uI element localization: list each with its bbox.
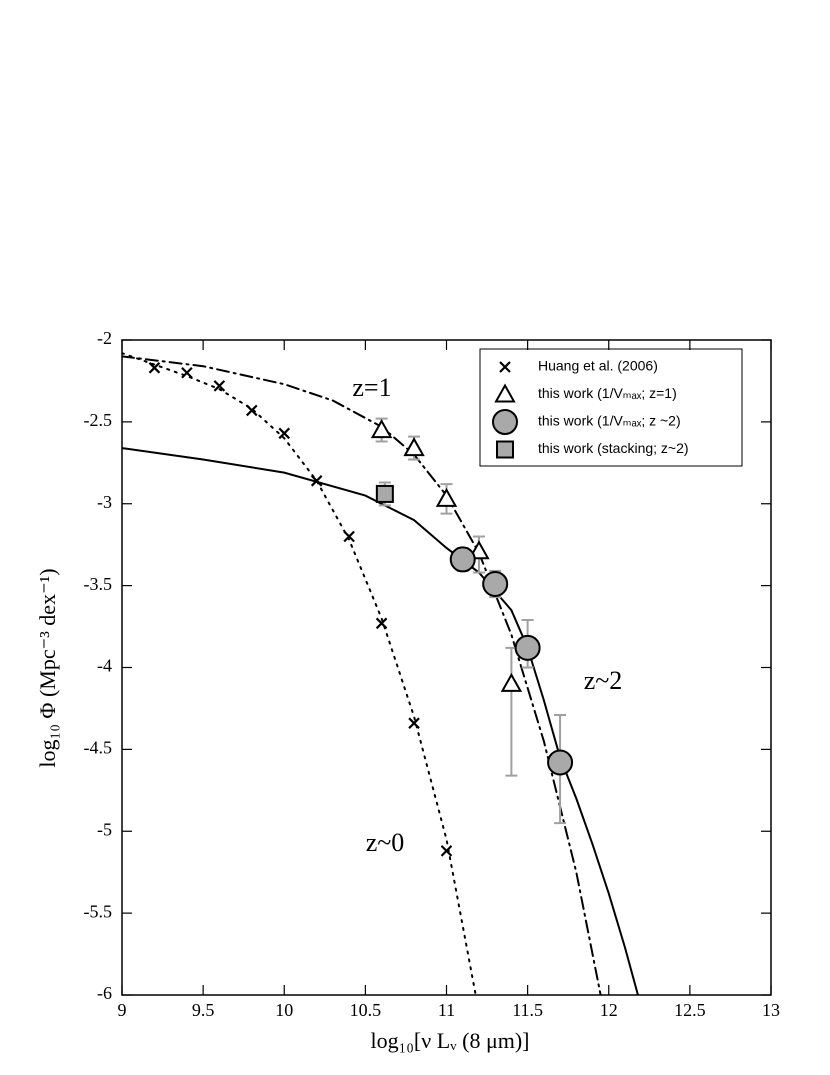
cross-marker	[440, 845, 453, 857]
y-tick-label: -3	[97, 492, 112, 512]
y-axis-label: log₁₀ Φ (Mpc⁻³ dex⁻¹)	[35, 568, 60, 767]
x-tick-label: 9	[118, 1000, 127, 1020]
square-marker	[375, 484, 394, 503]
y-tick-label: -4	[97, 656, 112, 676]
y-tick-label: -2	[97, 328, 112, 348]
error-bar	[505, 646, 518, 777]
annotation: z~0	[366, 828, 405, 857]
triangle-marker	[435, 487, 458, 507]
circle-marker	[547, 749, 574, 776]
cross-marker	[499, 361, 511, 373]
cross-marker	[408, 717, 420, 729]
annotation: z=1	[352, 373, 391, 402]
cross-marker	[181, 366, 193, 379]
circle-marker	[449, 546, 476, 573]
cross-marker	[343, 530, 355, 543]
triangle-marker	[403, 437, 425, 457]
x-tick-label: 11.5	[512, 1000, 543, 1020]
cross-marker	[246, 404, 258, 417]
legend-label: this work (1/Vₘₐₓ; z=1)	[538, 385, 677, 401]
cross-marker	[375, 617, 388, 630]
x-axis-label: log₁₀[ν Lᵥ (8 μm)]	[370, 1028, 529, 1053]
x-tick-label: 12	[600, 1000, 618, 1020]
triangle-marker	[500, 672, 523, 692]
triangle-marker	[370, 419, 393, 439]
model-curve	[122, 352, 477, 995]
circle-marker	[482, 570, 509, 597]
circle-marker	[492, 409, 518, 435]
x-tick-label: 10.5	[350, 1000, 382, 1020]
legend-label: Huang et al. (2006)	[538, 358, 658, 374]
y-tick-label: -4.5	[84, 738, 113, 758]
y-tick-label: -3.5	[84, 574, 113, 594]
cross-marker	[148, 362, 161, 374]
legend-box	[479, 348, 743, 467]
y-tick-label: -5	[97, 819, 112, 839]
y-tick-label: -5.5	[84, 901, 113, 921]
annotation: z~2	[584, 666, 623, 695]
legend-label: this work (1/Vₘₐₓ; z ~2)	[538, 413, 681, 429]
model-curve	[122, 447, 639, 995]
x-tick-label: 9.5	[192, 1000, 215, 1020]
cross-marker	[278, 427, 291, 440]
triangle-marker	[494, 383, 516, 403]
legend-label: this work (stacking; z~2)	[538, 440, 689, 456]
y-tick-label: -2.5	[84, 410, 113, 430]
x-tick-label: 12.5	[674, 1000, 706, 1020]
x-tick-label: 10	[275, 1000, 293, 1020]
x-tick-label: 11	[438, 1000, 455, 1020]
square-marker	[496, 440, 514, 459]
cross-marker	[213, 380, 226, 392]
cross-marker	[310, 475, 323, 487]
y-tick-label: -6	[97, 983, 112, 1003]
circle-marker	[514, 634, 541, 661]
x-tick-label: 13	[762, 1000, 780, 1020]
